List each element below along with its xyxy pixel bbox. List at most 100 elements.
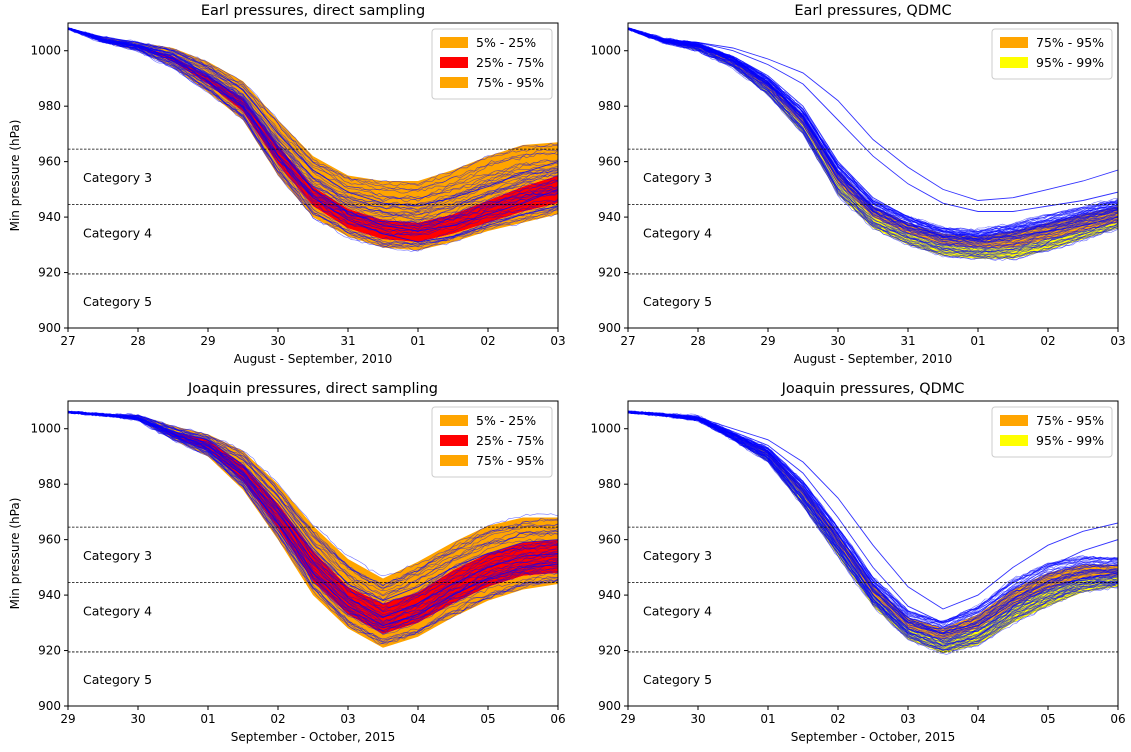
sample-line — [68, 29, 558, 200]
y-tick-label: 1000 — [590, 44, 621, 58]
legend-label: 5% - 25% — [476, 413, 536, 428]
x-tick-label: 29 — [620, 712, 635, 726]
sample-line — [68, 410, 558, 605]
legend-label: 75% - 95% — [476, 453, 544, 468]
category-label: Category 3 — [83, 170, 152, 185]
sample-line — [68, 29, 558, 248]
sample-lines — [628, 27, 1118, 261]
category-label: Category 5 — [83, 672, 152, 687]
sample-line — [68, 28, 558, 202]
sample-line — [68, 411, 558, 644]
series-line-2 — [628, 28, 1118, 201]
legend: 75% - 95% 95% - 99% — [991, 28, 1113, 80]
chart-panel-3: Category 3 Category 4 Category 5 29 30 01 02 03… — [8, 381, 566, 744]
x-tick-label: 04 — [410, 712, 425, 726]
y-tick-label: 900 — [38, 321, 61, 335]
y-tick-label: 900 — [598, 699, 621, 713]
category-label: Category 5 — [643, 672, 712, 687]
legend-swatch — [440, 57, 468, 68]
x-tick-label: 31 — [900, 334, 915, 348]
x-tick-label: 27 — [60, 334, 75, 348]
legend-swatch — [440, 37, 468, 48]
series-line-3 — [68, 411, 558, 602]
chart-title: Joaquin pressures, QDMC — [781, 381, 965, 397]
sample-line — [628, 28, 1118, 254]
sample-line — [68, 28, 558, 224]
band-2 — [68, 28, 558, 242]
x-tick-label: 03 — [550, 334, 565, 348]
legend: 75% - 95% 95% - 99% — [991, 406, 1113, 458]
sample-line — [628, 29, 1118, 261]
x-axis-label: August - September, 2010 — [794, 352, 952, 366]
category-label: Category 4 — [83, 226, 152, 241]
legend-label: 95% - 99% — [1036, 55, 1104, 70]
sample-line — [628, 29, 1118, 238]
series-line-2 — [68, 411, 558, 627]
legend-swatch — [1000, 415, 1028, 426]
chart-panel-2: Category 3 Category 4 Category 5 27 28 29 30 31… — [590, 3, 1125, 366]
x-tick-label: 04 — [970, 712, 985, 726]
y-tick-label: 920 — [598, 266, 621, 280]
sample-line — [628, 411, 1118, 647]
x-axis-label: September - October, 2015 — [791, 730, 955, 744]
sample-line — [68, 412, 558, 590]
y-tick-label: 940 — [38, 588, 61, 602]
sample-line — [68, 27, 558, 252]
x-tick-label: 01 — [970, 334, 985, 348]
y-tick-label: 940 — [598, 210, 621, 224]
legend-label: 25% - 75% — [476, 55, 544, 70]
legend-label: 75% - 95% — [1036, 413, 1104, 428]
category-label: Category 5 — [643, 294, 712, 309]
sample-line — [628, 28, 1118, 259]
axes-frame — [67, 400, 559, 707]
legend-swatch — [440, 435, 468, 446]
legend-label: 5% - 25% — [476, 35, 536, 50]
sample-line — [68, 27, 558, 191]
x-tick-label: 02 — [270, 712, 285, 726]
sample-line — [68, 29, 558, 237]
sample-line — [68, 411, 558, 589]
x-tick-label: 03 — [900, 712, 915, 726]
category-label: Category 3 — [643, 170, 712, 185]
axes-frame — [627, 400, 1119, 707]
sample-line — [68, 411, 558, 640]
sample-line — [628, 27, 1118, 233]
series-line-2 — [68, 28, 558, 243]
x-tick-label: 06 — [550, 712, 565, 726]
sample-line — [628, 27, 1118, 249]
x-tick-label: 29 — [60, 712, 75, 726]
x-tick-label: 30 — [270, 334, 285, 348]
chart-panel-1: Category 3 Category 4 Category 5 27 28 29 30 31… — [8, 3, 566, 366]
y-tick-label: 920 — [38, 266, 61, 280]
y-tick-label: 1000 — [30, 422, 61, 436]
sample-line — [628, 411, 1118, 647]
category-label: Category 3 — [643, 548, 712, 563]
legend-label: 75% - 95% — [1036, 35, 1104, 50]
y-axis-label: Min pressure (hPa) — [8, 498, 22, 610]
y-tick-label: 920 — [598, 644, 621, 658]
series-line-1 — [628, 28, 1118, 212]
legend: 5% - 25% 25% - 75% 75% - 95% — [431, 28, 553, 100]
plot-area — [68, 410, 558, 648]
y-tick-label: 900 — [598, 321, 621, 335]
sample-line — [628, 411, 1118, 654]
x-tick-label: 30 — [690, 712, 705, 726]
y-tick-label: 960 — [38, 533, 61, 547]
band-3 — [68, 28, 558, 223]
x-tick-label: 02 — [1040, 334, 1055, 348]
x-tick-label: 03 — [1110, 334, 1125, 348]
x-tick-label: 02 — [830, 712, 845, 726]
category-label: Category 3 — [83, 548, 152, 563]
y-tick-label: 1000 — [30, 44, 61, 58]
x-tick-label: 01 — [760, 712, 775, 726]
y-tick-label: 940 — [598, 588, 621, 602]
x-tick-label: 27 — [620, 334, 635, 348]
x-tick-label: 06 — [1110, 712, 1125, 726]
sample-line — [68, 27, 558, 229]
x-tick-label: 29 — [200, 334, 215, 348]
chart-title: Earl pressures, QDMC — [794, 3, 951, 19]
x-axis-label: August - September, 2010 — [234, 352, 392, 366]
legend-label: 25% - 75% — [476, 433, 544, 448]
axes-frame — [627, 22, 1119, 329]
